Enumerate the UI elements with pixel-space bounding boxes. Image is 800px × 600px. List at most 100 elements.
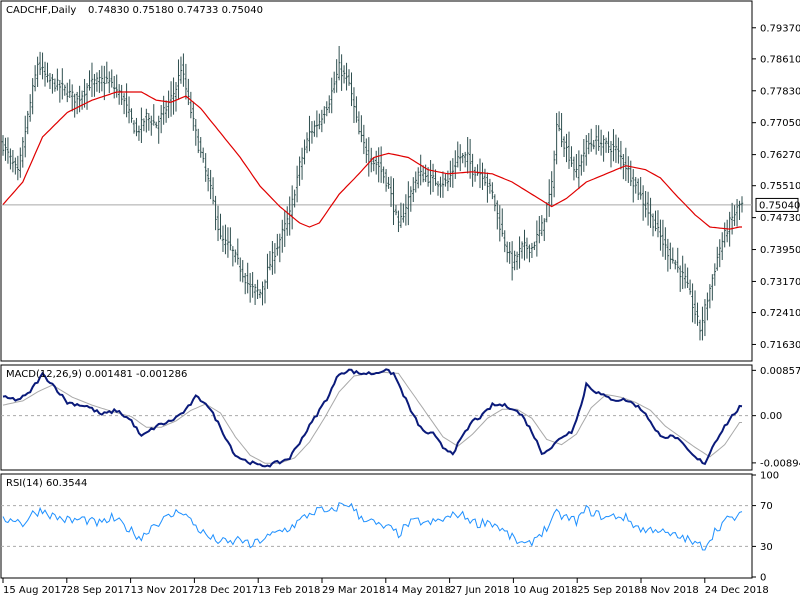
time-axis-label: 13 Feb 2018 xyxy=(258,585,320,596)
ohlc-bar xyxy=(382,166,385,184)
ohlc-bar xyxy=(194,118,197,146)
ohlc-bar xyxy=(491,182,494,200)
ohlc-bar xyxy=(286,206,289,236)
ohlc-bar xyxy=(735,199,739,227)
ohlc-bar xyxy=(498,205,501,242)
time-axis-label: 15 Aug 2017 xyxy=(3,585,67,596)
macd-y-tick-label: -0.008942 xyxy=(760,458,800,469)
current-price-tag-label: 0.75040 xyxy=(759,200,800,211)
ohlc-bar xyxy=(16,155,20,181)
ohlc-bar xyxy=(725,219,729,243)
ohlc-bar xyxy=(58,80,62,103)
rsi-y-tick-label: 70 xyxy=(760,501,773,512)
ohlc-bar xyxy=(308,115,311,152)
ohlc-bar xyxy=(293,189,296,208)
ohlc-bar xyxy=(592,139,595,150)
ohlc-bar xyxy=(377,147,380,183)
ohlc-bar xyxy=(328,95,331,114)
ohlc-bar xyxy=(486,172,489,203)
ohlc-bar xyxy=(409,186,413,212)
ohlc-bar xyxy=(248,272,252,303)
ohlc-bar xyxy=(337,45,341,81)
ohlc-bar xyxy=(515,251,519,270)
ohlc-bar xyxy=(525,237,529,259)
ohlc-bar xyxy=(580,154,583,176)
ohlc-bar xyxy=(206,168,210,192)
ohlc-bar xyxy=(612,129,615,162)
ohlc-bar xyxy=(530,242,534,258)
ohlc-bar xyxy=(404,194,408,226)
ohlc-bar xyxy=(538,216,541,244)
ohlc-bar xyxy=(98,70,101,93)
time-axis-label: 28 Sep 2017 xyxy=(67,585,130,596)
ohlc-bar xyxy=(330,77,333,114)
price-pane[interactable]: 0.79370 0.78610 0.77830 0.77050 0.76270 0.755… xyxy=(0,0,800,362)
ohlc-bar xyxy=(14,157,17,175)
ohlc-bar xyxy=(664,227,667,260)
ohlc-bar xyxy=(320,109,324,133)
price-y-tick-label: 0.77830 xyxy=(760,86,800,97)
rsi-y-tick-label: 30 xyxy=(760,542,773,553)
ohlc-bar xyxy=(256,279,259,300)
ohlc-bar xyxy=(41,52,44,80)
ohlc-bar xyxy=(688,279,692,295)
rsi-pane-frame xyxy=(0,473,753,579)
ohlc-bar xyxy=(384,169,388,192)
ohlc-bar xyxy=(310,121,314,144)
ohlc-bar xyxy=(300,147,304,180)
ohlc-bar xyxy=(463,151,467,168)
ohlc-bar xyxy=(231,246,235,267)
ohlc-bar xyxy=(439,176,442,198)
time-axis-label: 29 Mar 2018 xyxy=(322,585,385,596)
ohlc-bar xyxy=(513,250,516,271)
current-price-tag: 0.75040 xyxy=(755,197,800,212)
ohlc-bar xyxy=(676,247,679,273)
ohlc-bar xyxy=(239,257,242,282)
ohlc-bar xyxy=(110,69,113,88)
ohlc-bar xyxy=(350,72,353,107)
rsi-line xyxy=(2,502,743,551)
macd-pane[interactable]: 0.008577 0.00 -0.008942 MACD(12,26,9) 0.00… xyxy=(0,364,800,471)
ohlc-bar xyxy=(493,194,497,212)
ohlc-bar xyxy=(634,176,637,194)
ohlc-bar xyxy=(66,82,69,103)
ohlc-bar xyxy=(80,90,84,110)
ohlc-bar xyxy=(93,73,96,97)
ohlc-bar xyxy=(271,241,274,275)
ohlc-bar xyxy=(431,163,435,193)
ohlc-bar xyxy=(345,62,348,91)
ohlc-bar xyxy=(506,241,509,263)
ohlc-bar xyxy=(379,146,383,183)
ohlc-bar xyxy=(590,128,593,152)
ohlc-bar xyxy=(629,160,632,187)
ohlc-bar xyxy=(31,78,34,115)
ohlc-bar xyxy=(28,94,32,122)
ohlc-bar xyxy=(399,202,403,228)
ohlc-bar xyxy=(197,128,200,154)
ohlc-bar xyxy=(394,205,398,216)
ohlc-bar xyxy=(1,135,5,156)
price-y-tick-label: 0.74730 xyxy=(760,213,800,224)
ohlc-bar xyxy=(68,79,71,98)
ohlc-bar xyxy=(417,167,420,189)
ohlc-bar xyxy=(4,137,7,161)
ohlc-bar xyxy=(723,222,726,248)
ohlc-bar xyxy=(424,164,427,182)
ohlc-bar xyxy=(674,259,677,270)
ohlc-bar xyxy=(535,220,539,257)
ohlc-bar xyxy=(63,84,66,96)
ohlc-bar xyxy=(649,197,652,228)
ohlc-bar xyxy=(708,284,712,309)
ohlc-bar xyxy=(679,265,682,292)
ohlc-bar xyxy=(108,71,111,94)
ohlc-bar xyxy=(392,178,395,225)
rsi-pane[interactable]: 100 70 30 0 RSI(14) 60.3544 xyxy=(0,471,779,584)
ohlc-bar xyxy=(357,111,361,135)
ohlc-bar xyxy=(508,242,511,264)
ohlc-bar xyxy=(718,239,721,268)
ohlc-bar xyxy=(253,283,257,305)
ohlc-bar xyxy=(318,113,321,130)
ohlc-bar xyxy=(244,272,247,295)
ohlc-bar xyxy=(701,306,704,341)
ohlc-bar xyxy=(429,160,432,195)
